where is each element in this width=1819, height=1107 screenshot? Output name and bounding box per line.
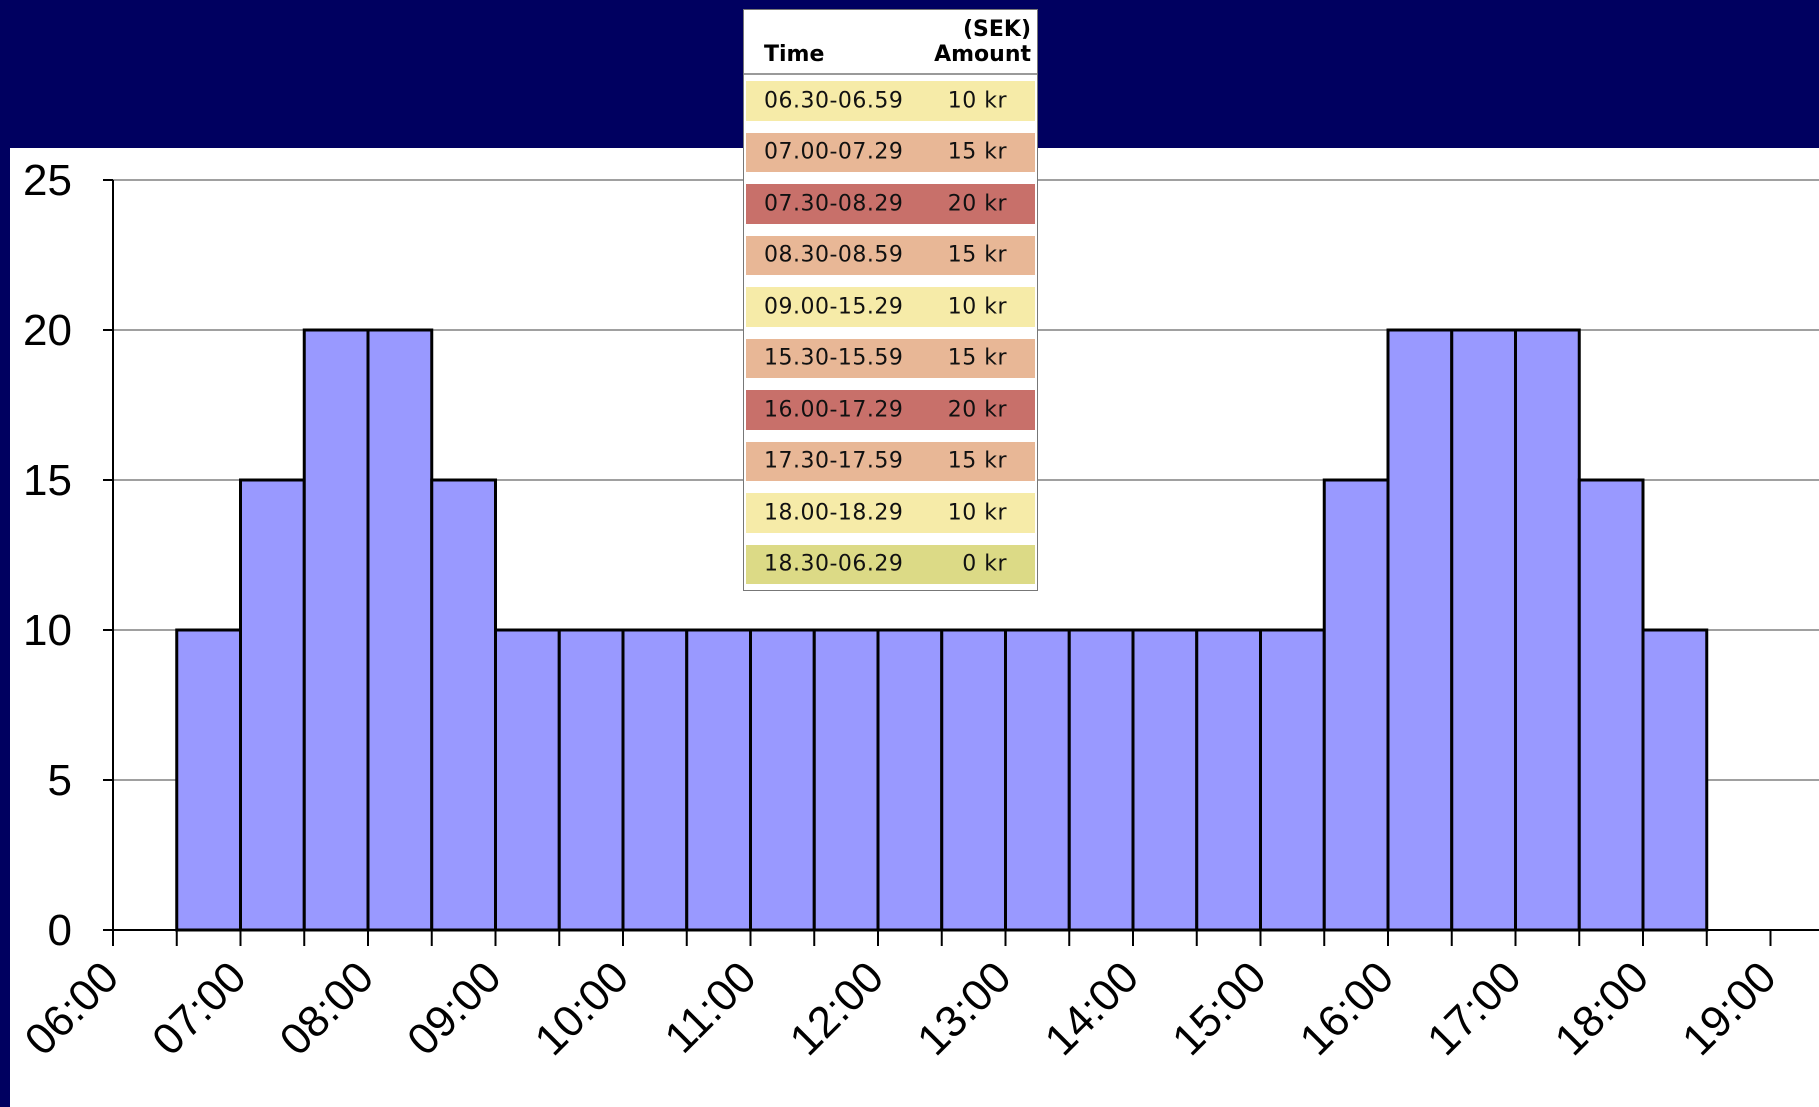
bar-1230 xyxy=(940,628,1007,932)
bar-1630 xyxy=(1450,328,1517,932)
rate-row-time: 06.30-06.59 xyxy=(764,88,904,114)
bar-1030 xyxy=(685,628,752,932)
y-tick-label: 25 xyxy=(23,156,72,205)
rate-row-time: 09.00-15.29 xyxy=(764,294,904,320)
bar-0930 xyxy=(557,628,625,932)
rate-row-band xyxy=(746,390,1035,430)
rate-row-time: 18.30-06.29 xyxy=(764,551,904,577)
rate-row: 16.00-17.29 20 kr xyxy=(744,384,1037,436)
rate-row: 15.30-15.59 15 kr xyxy=(744,333,1037,385)
bar-1530 xyxy=(1322,478,1390,932)
y-tick-label: 0 xyxy=(48,906,72,955)
rate-row: 17.30-17.59 15 kr xyxy=(744,436,1037,488)
rate-row-band xyxy=(746,235,1035,275)
y-tick-labels: 0 5 10 15 20 25 xyxy=(23,156,72,955)
bar-1600 xyxy=(1386,328,1454,932)
bar-0900 xyxy=(494,628,561,932)
bar-0730 xyxy=(302,328,370,932)
rate-row-amount: 10 kr xyxy=(947,500,1007,526)
rate-row-amount: 0 kr xyxy=(962,551,1007,577)
y-tick-label: 5 xyxy=(48,756,72,805)
rate-table-header: Time (SEK) Amount xyxy=(744,10,1037,75)
rate-row: 18.30-06.29 0 kr xyxy=(744,539,1037,591)
header-unit: (SEK) xyxy=(962,17,1031,42)
bar-1200 xyxy=(876,628,944,932)
rate-row-band xyxy=(746,287,1035,327)
rate-row: 07.30-08.29 20 kr xyxy=(744,178,1037,230)
rate-row-band xyxy=(746,493,1035,533)
bar-0700 xyxy=(239,478,306,932)
rate-row-amount: 20 kr xyxy=(947,191,1007,217)
rate-row-amount: 20 kr xyxy=(947,397,1007,423)
rate-table: Time (SEK) Amount 06.30-06.59 10 kr 07.00-… xyxy=(743,9,1038,591)
bar-1000 xyxy=(621,628,689,932)
bar-1500 xyxy=(1259,628,1326,932)
y-tick-label: 10 xyxy=(23,606,72,655)
rate-row-amount: 15 kr xyxy=(947,242,1007,268)
rate-row: 09.00-15.29 10 kr xyxy=(744,281,1037,333)
y-tick-label: 15 xyxy=(23,456,72,505)
rate-row-time: 07.00-07.29 xyxy=(764,139,904,165)
rate-row-amount: 10 kr xyxy=(947,294,1007,320)
bar-1330 xyxy=(1067,628,1135,932)
bar-1300 xyxy=(1004,628,1071,932)
rate-row-band xyxy=(746,441,1035,481)
y-tick-label: 20 xyxy=(23,306,72,355)
axes xyxy=(103,179,1819,946)
bar-1730 xyxy=(1577,478,1645,932)
rate-row: 08.30-08.59 15 kr xyxy=(744,230,1037,282)
header-amount: Amount xyxy=(934,42,1031,67)
rate-row-amount: 15 kr xyxy=(947,139,1007,165)
rate-row-amount: 15 kr xyxy=(947,345,1007,371)
rate-row-amount: 10 kr xyxy=(947,88,1007,114)
rate-row: 06.30-06.59 10 kr xyxy=(744,75,1037,127)
rate-row-amount: 15 kr xyxy=(947,448,1007,474)
rate-row: 18.00-18.29 10 kr xyxy=(744,487,1037,539)
rate-row-band xyxy=(746,338,1035,378)
rate-row: 07.00-07.29 15 kr xyxy=(744,127,1037,179)
bar-0800 xyxy=(366,328,434,932)
bar-1800 xyxy=(1641,628,1709,932)
bar-0830 xyxy=(430,478,497,932)
header-amount-block: (SEK) Amount xyxy=(934,17,1031,67)
rate-row-time: 18.00-18.29 xyxy=(764,500,904,526)
bar-1400 xyxy=(1131,628,1199,932)
rate-row-band xyxy=(746,81,1035,121)
header-time: Time xyxy=(764,42,825,67)
rate-row-band xyxy=(746,544,1035,584)
bar-0630 xyxy=(175,628,242,932)
bars xyxy=(175,328,1709,932)
rate-row-time: 17.30-17.59 xyxy=(764,448,904,474)
rate-row-band xyxy=(746,132,1035,172)
bar-1430 xyxy=(1195,628,1262,932)
rate-row-time: 08.30-08.59 xyxy=(764,242,904,268)
rate-table-body: 06.30-06.59 10 kr 07.00-07.29 15 kr 07.30-08… xyxy=(744,75,1037,590)
bar-1130 xyxy=(812,628,880,932)
rate-row-band xyxy=(746,184,1035,224)
bar-1100 xyxy=(749,628,816,932)
rate-row-time: 07.30-08.29 xyxy=(764,191,904,217)
rate-row-time: 16.00-17.29 xyxy=(764,397,904,423)
rate-row-time: 15.30-15.59 xyxy=(764,345,904,371)
bar-1700 xyxy=(1514,328,1581,932)
